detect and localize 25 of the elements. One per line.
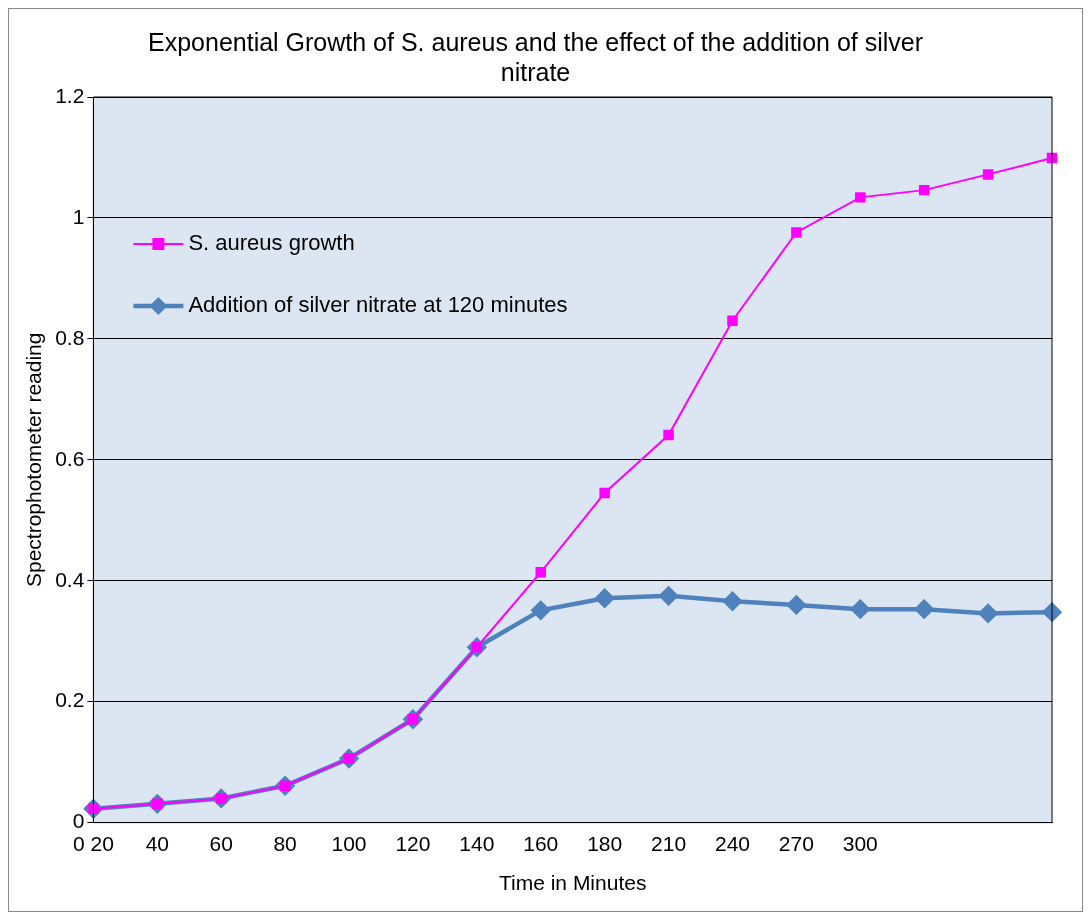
y-axis-title: Spectrophotometer reading (22, 332, 46, 588)
y-tick-label: 0.6 (55, 446, 85, 470)
chart-title: Exponential Growth of S. aureus and the effect of the addition of silver nitrate (147, 27, 924, 86)
legend-label: Addition of silver nitrate at 120 minutes (188, 292, 568, 318)
x-tick-label: 40 (145, 832, 169, 855)
legend-label: S. aureus growth (188, 230, 355, 256)
y-tick-label: 0.2 (55, 688, 85, 712)
x-tick-label: 60 (209, 832, 233, 855)
y-tick-label: 0.8 (55, 325, 85, 349)
x-tick-label: 100 (331, 832, 367, 855)
x-tick-label: 300 (842, 832, 878, 855)
x-tick-label: 180 (587, 832, 623, 855)
y-tick-label: 1.2 (55, 83, 85, 107)
x-tick-label: 160 (523, 832, 559, 855)
x-tick-label: 80 (273, 832, 297, 855)
x-tick-label: 140 (459, 832, 495, 855)
x-tick-label: 210 (651, 832, 687, 855)
x-tick-label: 0 20 (72, 832, 114, 855)
y-tick-label: 0.4 (55, 567, 85, 591)
x-axis-title: Time in Minutes (498, 871, 647, 895)
y-tick-label: 1 (72, 204, 85, 228)
x-tick-label: 240 (714, 832, 750, 855)
y-tick-label: 0 (72, 809, 85, 833)
x-tick-label: 270 (778, 832, 814, 855)
x-tick-label: 120 (395, 832, 431, 855)
